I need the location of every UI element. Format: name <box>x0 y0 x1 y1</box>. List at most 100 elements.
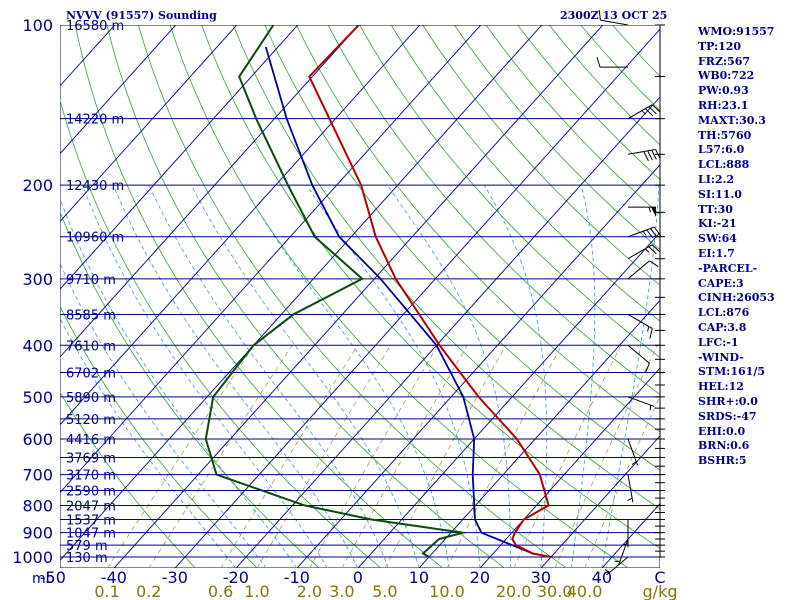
isotherm <box>418 299 660 568</box>
height-label: 14220 m <box>66 113 124 128</box>
plot-frame <box>60 25 660 568</box>
sounding-index-item: LCL:888 <box>698 158 750 172</box>
wind-barb-shaft <box>627 148 656 155</box>
sounding-index-item: RH:23.1 <box>698 98 749 112</box>
height-label: 3769 m <box>66 451 116 466</box>
sounding-index-item: TT:30 <box>698 202 733 216</box>
pressure-tick-label: 1000 <box>12 548 53 567</box>
mixing-ratio-tick-label: 2.0 <box>297 582 322 600</box>
mixing-ratio-tick-label: 20.0 <box>496 582 532 600</box>
sounding-index-item: MAXT:30.3 <box>698 113 766 127</box>
wind-barb <box>614 538 629 566</box>
moist-adiabat <box>601 185 660 568</box>
wind-barb-half-flag <box>627 497 633 502</box>
isotherm <box>479 367 660 568</box>
wind-barb <box>627 474 634 503</box>
mixing-ratio-tick-label: 30.0 <box>537 582 573 600</box>
moist-adiabat <box>387 184 511 568</box>
sounding-index-item: TP:120 <box>698 39 742 53</box>
wind-barb-flag <box>650 228 658 238</box>
wind-barb-shaft <box>627 396 655 407</box>
mixing-ratio-tick-label: 5.0 <box>372 582 397 600</box>
mixing-ratio-line <box>341 345 468 568</box>
diagram-grid <box>0 1 660 569</box>
moist-adiabat <box>60 197 298 568</box>
sounding-index-item: WB0:722 <box>698 69 755 83</box>
wind-barb-flag <box>649 328 653 339</box>
sounding-index-item: BSHR:5 <box>698 454 747 468</box>
wind-barb <box>627 438 639 466</box>
sounding-index-item: STM:161/5 <box>698 365 765 379</box>
height-label: 3170 m <box>66 469 116 484</box>
pressure-tick-label: 300 <box>22 270 53 289</box>
height-label: 4416 m <box>66 433 116 448</box>
sounding-index-item: SW:64 <box>698 232 737 246</box>
moist-adiabat <box>60 317 237 568</box>
moist-adiabat <box>112 184 359 568</box>
isotherm <box>60 25 238 223</box>
sounding-index-item: LFC:-1 <box>698 335 739 349</box>
isotherm <box>60 25 299 290</box>
sounding-index-item: KI:-21 <box>698 217 737 231</box>
moist-adiabat <box>82 184 328 568</box>
pressure-tick-label: 800 <box>22 496 53 515</box>
valid-time: 2300Z 13 OCT 25 <box>560 9 668 22</box>
height-label: 2590 m <box>66 485 116 500</box>
mixing-ratio-tick-label: g/kg <box>643 582 678 600</box>
pressure-tick-label: 500 <box>22 388 53 407</box>
dry-adiabat <box>106 25 506 568</box>
wind-barb-half-flag <box>644 248 650 253</box>
height-label: 130 m <box>66 551 108 566</box>
pressure-unit-label: mb <box>32 571 55 587</box>
moist-adiabat <box>148 184 389 568</box>
temperature-tick-label: 10 <box>409 568 429 587</box>
sounding-index-item: FRZ:567 <box>698 54 751 68</box>
parcel-trace <box>264 46 534 555</box>
dry-adiabat <box>60 305 258 568</box>
sounding-index-item: LCL:876 <box>698 306 750 320</box>
pressure-tick-label: 700 <box>22 466 53 485</box>
wind-barb <box>622 519 629 548</box>
sounding-indices-list: WMO:91557 TP:120 FRZ:567 WB0:722 PW:0.93 RH:2… <box>698 25 775 469</box>
wind-barb-flag <box>653 226 661 236</box>
sounding-index-item: -PARCEL- <box>698 261 758 275</box>
wind-barb-flag <box>646 229 654 239</box>
height-label: 7610 m <box>66 339 116 354</box>
wind-barb-flag <box>643 151 649 162</box>
sounding-index-item: WMO:91557 <box>698 25 775 38</box>
temperature-tick-label: 20 <box>470 568 490 587</box>
mixing-ratio-line <box>256 345 391 568</box>
mixing-ratio-line <box>309 345 439 568</box>
sounding-index-item: LI:2.2 <box>698 172 735 186</box>
isotherm <box>296 164 660 568</box>
wind-barb-pennant <box>651 207 656 218</box>
wind-barb-half-flag <box>622 542 629 546</box>
sounding-index-item: CAPE:3 <box>698 276 744 290</box>
sounding-index-item: SHR+:0.0 <box>698 394 758 408</box>
isotherm <box>113 25 604 568</box>
sounding-index-item: EHI:0.0 <box>698 424 746 438</box>
temperature-tick-label: -10 <box>284 568 310 587</box>
isotherm <box>60 25 482 494</box>
wind-barb-half-flag <box>604 569 610 573</box>
temperature-tick-label: -30 <box>162 568 188 587</box>
wind-barb-flag <box>644 363 650 374</box>
height-label: 2047 m <box>66 499 116 514</box>
wind-barb <box>596 56 628 68</box>
pressure-tick-label: 900 <box>22 524 53 543</box>
sounding-index-item: CINH:26053 <box>698 291 775 305</box>
isotherm <box>0 1 15 569</box>
wind-barb <box>627 226 661 239</box>
height-label: 8585 m <box>66 308 116 323</box>
wind-barb-shaft <box>627 260 650 280</box>
temperature-tick-label: C <box>654 568 665 587</box>
moist-adiabat <box>483 184 548 568</box>
isotherm <box>60 25 421 426</box>
wind-barb-half-flag <box>631 461 637 466</box>
mixing-ratio-line <box>220 345 358 568</box>
height-label: 9710 m <box>66 273 116 288</box>
wind-barb <box>627 260 659 280</box>
pressure-tick-label: 200 <box>22 176 53 195</box>
mixing-ratio-line <box>148 345 293 568</box>
